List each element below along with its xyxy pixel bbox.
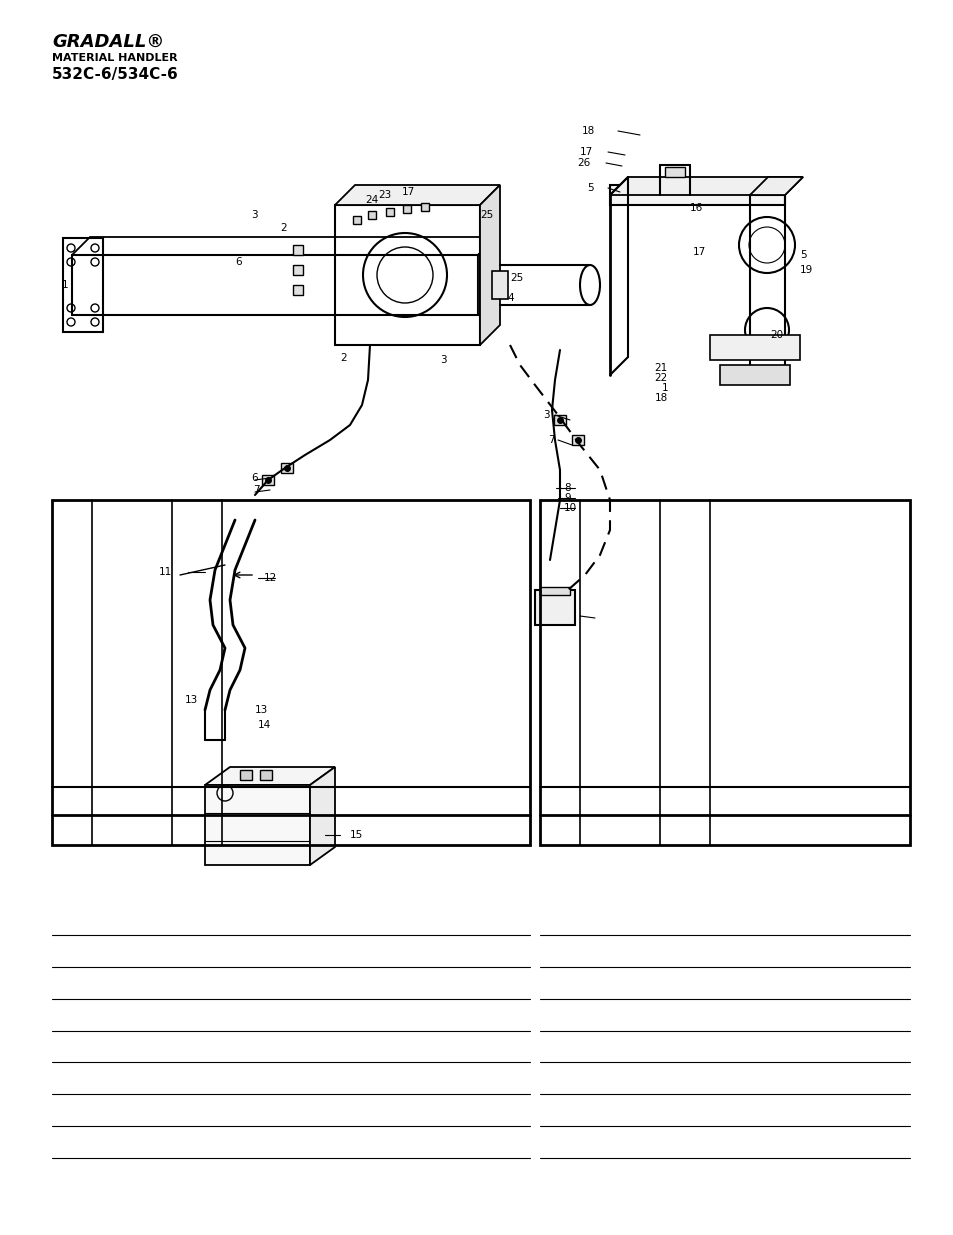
Bar bbox=[260, 769, 272, 781]
Bar bbox=[281, 463, 293, 473]
Bar bbox=[420, 203, 429, 211]
Text: 7: 7 bbox=[547, 435, 554, 445]
Bar bbox=[205, 785, 310, 864]
Text: 9: 9 bbox=[563, 493, 570, 503]
Text: 18: 18 bbox=[581, 126, 595, 136]
Text: 16: 16 bbox=[689, 203, 702, 212]
Text: 24: 24 bbox=[365, 195, 377, 205]
Bar bbox=[749, 195, 784, 375]
Text: MATERIAL HANDLER: MATERIAL HANDLER bbox=[52, 53, 177, 63]
Polygon shape bbox=[335, 185, 499, 205]
Text: 13: 13 bbox=[185, 695, 198, 705]
Text: 1: 1 bbox=[61, 280, 68, 290]
Bar bbox=[335, 205, 479, 345]
Text: 17: 17 bbox=[579, 147, 593, 157]
Text: 13: 13 bbox=[254, 705, 268, 715]
Bar bbox=[293, 285, 303, 295]
Text: 2: 2 bbox=[340, 353, 347, 363]
Bar bbox=[353, 216, 360, 224]
Polygon shape bbox=[479, 185, 499, 345]
Text: 23: 23 bbox=[377, 190, 391, 200]
Bar bbox=[262, 475, 274, 485]
Polygon shape bbox=[310, 767, 335, 864]
Bar bbox=[572, 435, 583, 445]
Text: 7: 7 bbox=[253, 485, 260, 495]
Bar bbox=[539, 587, 569, 595]
Text: 25: 25 bbox=[510, 273, 522, 283]
Text: 19: 19 bbox=[800, 266, 812, 275]
Text: 12: 12 bbox=[264, 573, 277, 583]
Text: 10: 10 bbox=[563, 503, 577, 513]
Bar bbox=[609, 185, 784, 205]
Bar bbox=[386, 207, 394, 216]
Text: 532C-6/534C-6: 532C-6/534C-6 bbox=[52, 68, 178, 83]
Bar bbox=[52, 500, 530, 845]
Bar bbox=[240, 769, 252, 781]
Text: 20: 20 bbox=[769, 330, 782, 340]
Text: 2: 2 bbox=[280, 224, 287, 233]
Bar bbox=[720, 366, 789, 385]
Text: GRADALL®: GRADALL® bbox=[52, 33, 164, 51]
Text: 22: 22 bbox=[654, 373, 667, 383]
Text: 1: 1 bbox=[660, 383, 667, 393]
Polygon shape bbox=[205, 767, 335, 785]
Text: 21: 21 bbox=[654, 363, 667, 373]
Polygon shape bbox=[609, 177, 802, 195]
Text: 17: 17 bbox=[401, 186, 415, 198]
Polygon shape bbox=[749, 177, 802, 195]
Text: 4: 4 bbox=[506, 293, 513, 303]
Text: 26: 26 bbox=[578, 158, 590, 168]
Bar bbox=[293, 245, 303, 254]
Text: 6: 6 bbox=[235, 257, 242, 267]
Text: 5: 5 bbox=[800, 249, 806, 261]
Bar bbox=[535, 590, 575, 625]
Text: 5: 5 bbox=[587, 183, 594, 193]
Text: 6: 6 bbox=[251, 473, 257, 483]
Bar bbox=[293, 266, 303, 275]
Text: 14: 14 bbox=[257, 720, 271, 730]
Text: 15: 15 bbox=[350, 830, 363, 840]
Text: 3: 3 bbox=[542, 410, 549, 420]
Text: 18: 18 bbox=[654, 393, 667, 403]
Bar bbox=[492, 270, 507, 299]
Polygon shape bbox=[477, 237, 496, 315]
Bar bbox=[71, 254, 477, 315]
Text: 17: 17 bbox=[692, 247, 705, 257]
Text: 3: 3 bbox=[439, 354, 446, 366]
Text: 25: 25 bbox=[479, 210, 493, 220]
Text: 8: 8 bbox=[563, 483, 570, 493]
Bar bbox=[63, 238, 103, 332]
Bar bbox=[554, 415, 565, 425]
Bar bbox=[664, 167, 684, 177]
Bar bbox=[539, 500, 909, 845]
Text: 3: 3 bbox=[251, 210, 257, 220]
Bar bbox=[368, 211, 375, 219]
Bar bbox=[709, 335, 800, 359]
Text: 11: 11 bbox=[158, 567, 172, 577]
Bar bbox=[402, 205, 411, 212]
